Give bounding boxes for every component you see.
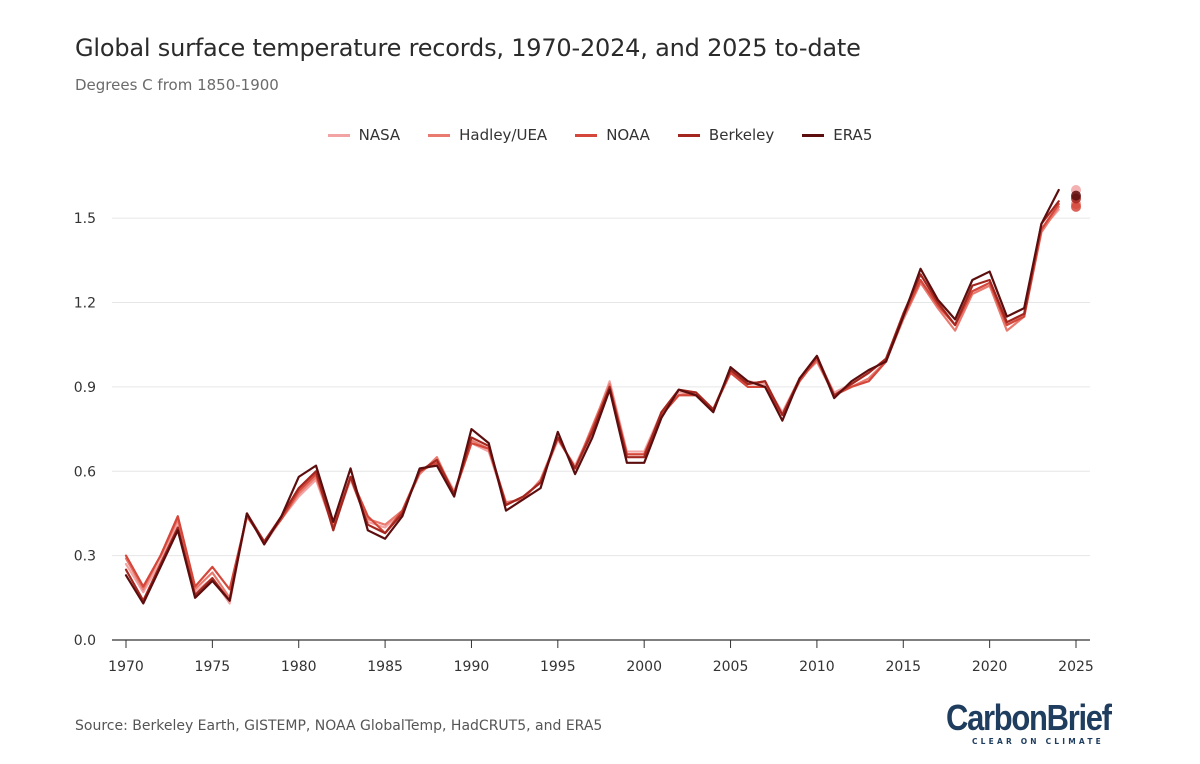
- x-tick-label: 2010: [799, 659, 835, 675]
- legend-label: NASA: [358, 126, 401, 144]
- y-tick-label: 0.9: [74, 380, 96, 396]
- chart-legend: NASA Hadley/UEA NOAA Berkeley ERA5: [0, 126, 1200, 144]
- legend-swatch: [327, 133, 350, 137]
- x-tick-label: 1970: [108, 659, 144, 675]
- end-marker-era5: [1071, 190, 1081, 201]
- legend-label: NOAA: [606, 126, 650, 144]
- carbonbrief-logo[interactable]: CarbonBrief CLEAR ON CLIMATE: [946, 697, 1112, 747]
- legend-item-noaa: NOAA: [575, 126, 650, 144]
- legend-label: Berkeley: [708, 126, 775, 144]
- y-tick-label: 0.3: [74, 549, 96, 565]
- legend-swatch: [575, 133, 598, 137]
- series-line-noaa: [124, 202, 1060, 591]
- legend-label: ERA5: [833, 126, 873, 144]
- x-tick-label: 1975: [195, 659, 231, 675]
- x-tick-label: 2000: [626, 659, 662, 675]
- legend-item-era5: ERA5: [802, 126, 872, 144]
- x-tick-label: 2005: [713, 659, 749, 675]
- x-tick-label: 1980: [281, 659, 317, 675]
- x-tick-label: 2020: [972, 659, 1008, 675]
- legend-label: Hadley/UEA: [459, 126, 548, 144]
- x-tick-label: 1985: [367, 659, 403, 675]
- grid-lines: [112, 217, 1090, 557]
- y-tick-label: 1.2: [74, 296, 96, 312]
- legend-item-berkeley: Berkeley: [677, 126, 775, 144]
- legend-swatch: [677, 133, 700, 137]
- x-tick-label: 2015: [885, 659, 921, 675]
- end-marker-noaa: [1071, 201, 1081, 212]
- logo-tagline: CLEAR ON CLIMATE: [971, 737, 1104, 746]
- chart-title: Global surface temperature records, 1970…: [75, 34, 861, 62]
- x-tick-label: 1995: [540, 659, 576, 675]
- legend-swatch: [802, 133, 825, 137]
- series-line-era5: [124, 188, 1060, 605]
- legend-item-nasa: NASA: [327, 126, 401, 144]
- y-tick-label: 0.0: [74, 633, 96, 649]
- x-tick-label: 1990: [454, 659, 490, 675]
- legend-item-hadley-uea: Hadley/UEA: [428, 126, 547, 144]
- y-tick-label: 0.6: [74, 464, 96, 480]
- chart-subtitle: Degrees C from 1850-1900: [75, 76, 279, 94]
- source-note: Source: Berkeley Earth, GISTEMP, NOAA Gl…: [75, 718, 603, 734]
- series-lines: [124, 188, 1060, 605]
- logo-wordmark: CarbonBrief: [946, 697, 1112, 738]
- y-axis: 0.0 0.3 0.6 0.9 1.2 1.5: [74, 211, 96, 649]
- x-axis: 1970 1975 1980 1985 1990 1995 2000 2005 2010 2015…: [108, 639, 1094, 675]
- series-line-nasa: [124, 208, 1060, 605]
- x-tick-label: 2025: [1058, 659, 1094, 675]
- series-end-markers: [1071, 185, 1081, 212]
- legend-swatch: [428, 133, 451, 137]
- y-tick-label: 1.5: [74, 211, 96, 227]
